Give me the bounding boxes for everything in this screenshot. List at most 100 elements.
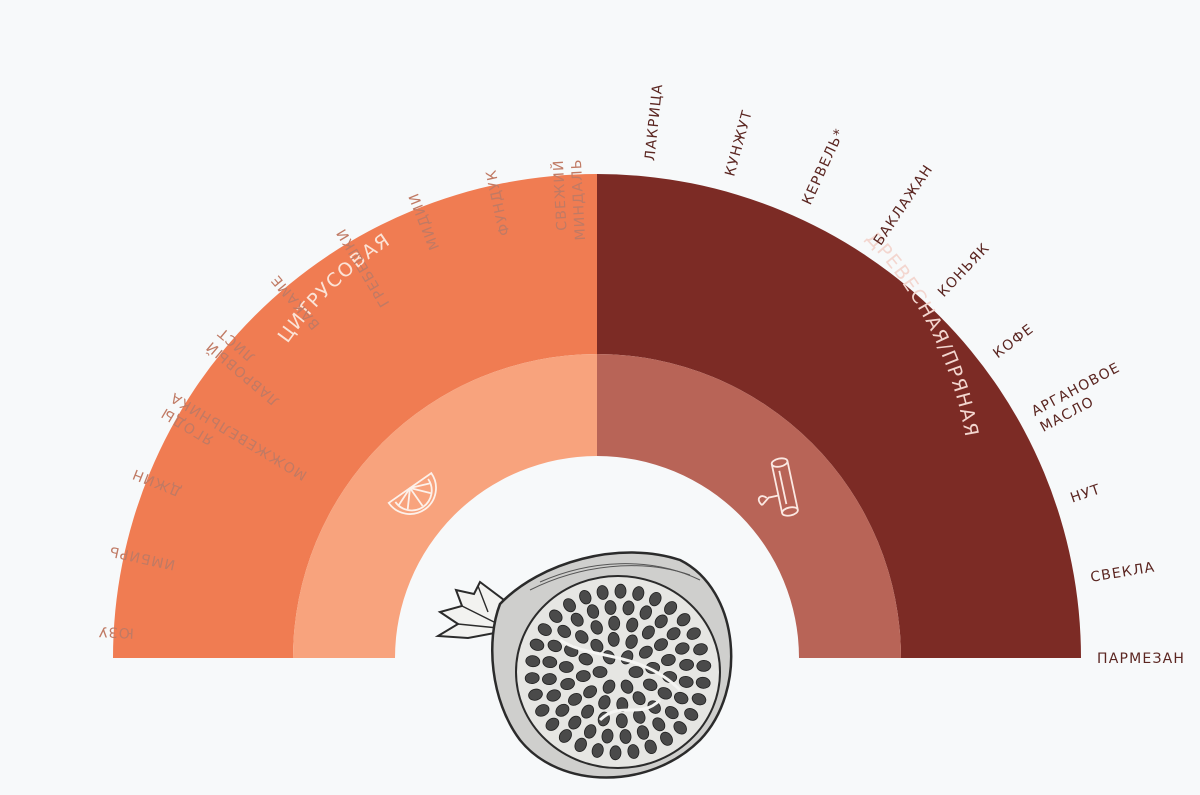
label-лакрица: ЛАКРИЦА: [642, 83, 666, 162]
label-line: КОФЕ: [990, 321, 1037, 362]
seed: [614, 583, 627, 599]
seed: [574, 737, 587, 753]
seed: [686, 627, 701, 640]
seed: [664, 601, 678, 615]
seed: [625, 634, 638, 649]
seed: [568, 692, 582, 706]
seed: [639, 605, 652, 620]
label-line: КЕРВЕЛЬ*: [799, 126, 848, 208]
citrus-inner-sector: [293, 354, 597, 658]
seed: [535, 704, 550, 717]
seed: [691, 693, 707, 706]
label-line: СВЕКЛА: [1089, 559, 1156, 585]
seed: [555, 703, 570, 717]
seed: [608, 615, 621, 631]
seed: [628, 666, 644, 678]
seed: [674, 691, 689, 705]
seed: [557, 624, 572, 638]
label-line: НУТ: [1068, 481, 1103, 506]
seed: [675, 642, 690, 655]
seed: [546, 689, 561, 702]
seed: [627, 744, 640, 759]
seed: [684, 708, 699, 721]
seed: [679, 658, 694, 671]
label-свекла: СВЕКЛА: [1089, 559, 1156, 585]
seed: [583, 685, 597, 699]
label-юзу: ЮЗУ: [97, 623, 134, 641]
seed: [641, 625, 655, 640]
seed: [568, 715, 582, 730]
seed: [619, 729, 632, 744]
seed: [528, 688, 543, 701]
label-line: КОНЬЯК: [935, 240, 993, 300]
seed: [654, 614, 668, 629]
seed: [620, 679, 634, 694]
label-line: МИНДАЛЬ: [569, 158, 589, 241]
woody-inner-sector: [597, 354, 901, 658]
label-line: ЛАКРИЦА: [642, 83, 666, 162]
pomegranate-illustration: [434, 551, 733, 779]
seed: [615, 713, 628, 729]
seed: [591, 743, 604, 758]
seed: [604, 600, 617, 615]
label-line: ЮЗУ: [97, 623, 134, 641]
label-line: ПАРМЕЗАН: [1097, 651, 1185, 667]
seed: [639, 645, 653, 659]
seed: [601, 728, 614, 744]
seed: [602, 679, 616, 694]
seed: [636, 725, 650, 740]
seed: [632, 586, 645, 601]
label-пармезан: ПАРМЕЗАН: [1097, 651, 1185, 667]
seed: [596, 585, 609, 600]
woody-outer-sector: [597, 174, 1081, 658]
seed: [586, 604, 600, 619]
seed: [570, 612, 584, 627]
seed: [590, 638, 604, 653]
seed: [607, 632, 620, 647]
label-аргановое-масло: АРГАНОВОЕМАСЛО: [1029, 360, 1131, 436]
label-кервель: КЕРВЕЛЬ*: [799, 126, 848, 208]
seed: [575, 670, 591, 683]
seed: [649, 591, 662, 607]
seed: [598, 695, 611, 710]
seed: [560, 678, 575, 690]
seed: [558, 729, 572, 743]
seed: [592, 666, 608, 678]
seed: [696, 659, 712, 672]
seed: [695, 676, 711, 689]
seed: [542, 656, 558, 669]
orange-slice-icon: [387, 471, 437, 515]
seed: [524, 672, 540, 685]
seed: [632, 691, 646, 706]
seed: [563, 598, 576, 613]
seed: [590, 620, 603, 635]
seed: [558, 661, 574, 673]
cinnamon-stick-icon: [757, 457, 799, 517]
label-нут: НУТ: [1068, 481, 1103, 506]
seed: [660, 731, 673, 746]
seed: [664, 706, 679, 720]
seed: [654, 638, 668, 652]
label-коньяк: КОНЬЯК: [935, 240, 993, 300]
seed: [666, 627, 681, 641]
seed: [545, 717, 560, 731]
label-line: СВЕЖИЙ: [549, 159, 571, 231]
label-line: КУНЖУТ: [722, 108, 755, 178]
seed: [584, 724, 597, 739]
seed: [673, 721, 687, 735]
seed: [609, 745, 622, 761]
label-кунжут: КУНЖУТ: [722, 108, 755, 178]
seed: [547, 639, 562, 653]
seed: [581, 704, 595, 719]
seed: [693, 643, 708, 656]
seed: [626, 617, 639, 633]
seed: [542, 673, 557, 686]
seed: [525, 655, 541, 668]
seed: [549, 609, 563, 623]
seed: [652, 717, 666, 732]
seed: [537, 623, 552, 636]
label-свежий-миндаль: СВЕЖИЙМИНДАЛЬ: [549, 158, 589, 242]
seed: [529, 638, 545, 651]
seed: [622, 600, 635, 616]
